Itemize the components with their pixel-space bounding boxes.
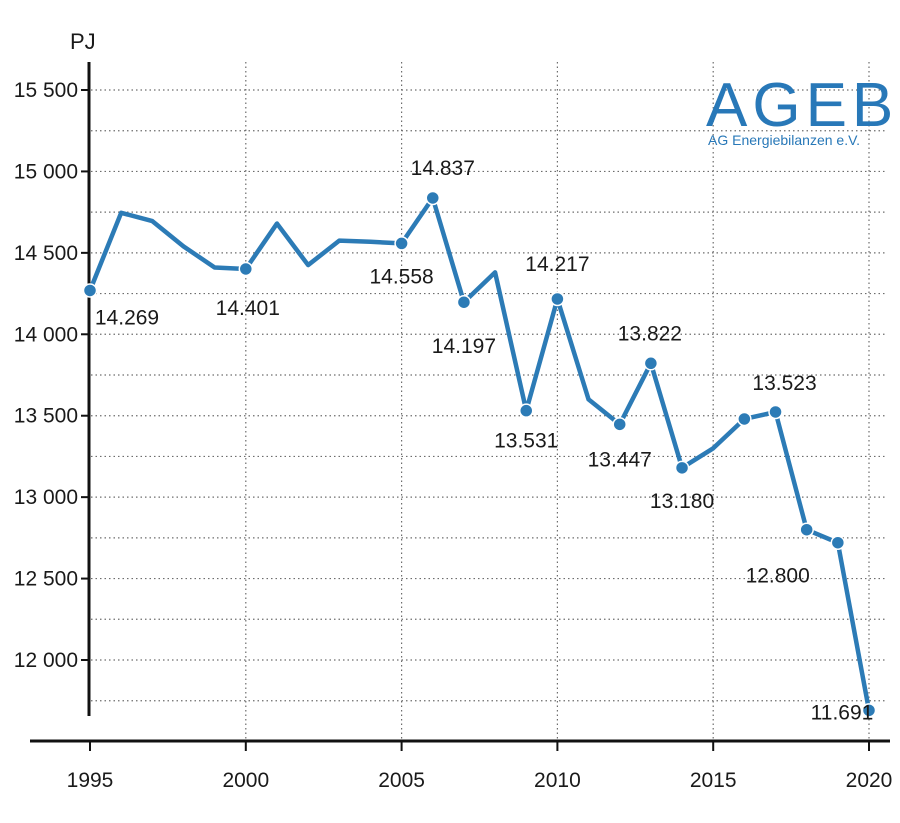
data-label-value: 13.822 <box>618 322 682 345</box>
x-tick-label: 2000 <box>222 769 269 792</box>
data-point-marker <box>394 236 409 251</box>
data-point-marker <box>612 417 627 432</box>
data-labels: 14.269 14.401 14.558 14.837 14.197 13.531 14.2… <box>95 157 873 724</box>
data-point-marker <box>830 535 846 550</box>
data-label-value: 12.800 <box>746 565 810 588</box>
y-tick-label: 15 500 <box>14 79 78 102</box>
data-point-marker <box>518 403 534 418</box>
data-point-marker <box>861 703 877 718</box>
data-point-marker <box>674 460 690 476</box>
x-tick-label: 2020 <box>846 769 893 792</box>
y-tick-label: 13 000 <box>14 486 78 509</box>
y-tick-label: 12 500 <box>14 568 78 591</box>
data-label-value: 14.558 <box>369 265 433 288</box>
data-label-value: 13.523 <box>752 372 816 395</box>
x-tick-label: 2005 <box>378 769 425 792</box>
data-label-value: 13.180 <box>650 490 714 513</box>
x-axis-ticks: 1995 2000 2005 2010 2015 2020 <box>67 741 893 792</box>
series-line-group <box>82 190 877 718</box>
data-point-marker <box>425 190 441 206</box>
data-label-value: 14.837 <box>411 157 475 180</box>
data-point-marker <box>643 356 659 371</box>
x-tick-label: 1995 <box>67 769 114 792</box>
data-label-value: 14.197 <box>432 335 496 358</box>
data-label-value: 13.447 <box>588 448 652 471</box>
y-axis-ticks: 12 000 12 500 13 000 13 500 14 000 14 500 15 0… <box>14 79 89 672</box>
data-point-marker <box>737 411 752 427</box>
data-point-marker <box>82 283 98 298</box>
series-line <box>87 195 872 713</box>
ageb-logo: AGEB AG Energiebilanzen e.V. <box>706 71 898 148</box>
y-axis-unit-label: PJ <box>70 29 96 54</box>
y-tick-label: 12 000 <box>14 649 78 672</box>
data-point-marker <box>799 522 814 537</box>
data-point-marker <box>768 404 783 420</box>
y-tick-label: 15 000 <box>14 160 78 183</box>
data-label-value: 13.531 <box>494 430 558 453</box>
y-tick-label: 14 500 <box>14 242 78 265</box>
data-point-marker <box>456 294 472 310</box>
logo-subtitle: AG Energiebilanzen e.V. <box>708 132 860 148</box>
data-label-value: 14.269 <box>95 306 159 329</box>
data-point-marker <box>550 291 565 307</box>
x-tick-label: 2010 <box>534 769 581 792</box>
data-label-value: 14.217 <box>525 253 589 276</box>
x-tick-label: 2015 <box>690 769 737 792</box>
logo-title: AGEB <box>706 71 898 140</box>
data-point-marker <box>238 261 254 277</box>
y-tick-label: 14 000 <box>14 323 78 346</box>
data-label-value: 11.691 <box>811 701 874 724</box>
chart-grid <box>91 62 885 741</box>
y-tick-label: 13 500 <box>14 405 78 428</box>
data-label-value: 14.401 <box>216 297 280 320</box>
